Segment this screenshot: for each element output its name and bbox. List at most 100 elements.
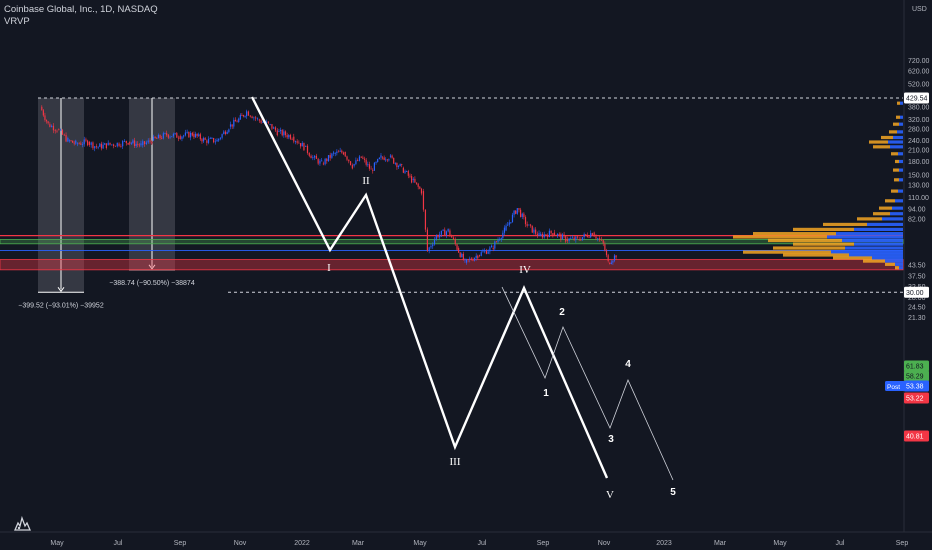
candle-body xyxy=(360,156,362,158)
candle-body xyxy=(256,118,259,120)
candle-body xyxy=(433,239,436,245)
candle-body xyxy=(610,262,612,264)
candle-body xyxy=(605,250,608,256)
candle-body xyxy=(166,133,168,136)
candle-body xyxy=(244,116,246,117)
candle-body xyxy=(475,255,477,258)
candle-body xyxy=(342,152,345,155)
candle-body xyxy=(485,250,488,254)
candle-body xyxy=(95,146,98,148)
candle-body xyxy=(238,118,240,122)
wave-label-V: V xyxy=(606,489,614,501)
volume-profile-bar-up xyxy=(882,217,903,221)
candle-body xyxy=(332,152,335,154)
candle-body xyxy=(149,140,151,142)
price-tick-label: 150.00 xyxy=(908,172,930,179)
candle-body xyxy=(293,136,295,142)
candle-body xyxy=(595,236,597,239)
candle-body xyxy=(503,227,506,233)
price-tag-label: 30.00 xyxy=(906,290,924,297)
candle-body xyxy=(523,213,525,218)
candle-body xyxy=(284,131,287,136)
candle-body xyxy=(583,234,585,238)
price-tick-label: 24.50 xyxy=(908,305,926,312)
candle-body xyxy=(169,136,171,138)
price-tag-label: 53.38 xyxy=(906,384,924,391)
candle-body xyxy=(236,121,238,123)
candle-body xyxy=(613,255,616,261)
candle-body xyxy=(467,259,469,260)
candle-body xyxy=(480,252,482,256)
candle-body xyxy=(80,143,82,145)
candle-body xyxy=(321,160,323,162)
candle-body xyxy=(399,164,401,167)
volume-profile-bar-up xyxy=(899,178,903,182)
volume-profile-bar-up xyxy=(888,140,903,144)
volume-profile-bar-down xyxy=(895,159,899,164)
candle-body xyxy=(473,257,476,261)
candle-body xyxy=(255,117,257,119)
candle-body xyxy=(590,233,592,238)
candle-body xyxy=(143,141,146,145)
candle-body xyxy=(172,133,175,137)
candle-body xyxy=(451,235,453,238)
candle-body xyxy=(219,137,222,139)
elliott-wave-sub xyxy=(501,286,674,481)
candle-body xyxy=(221,134,223,138)
candle-body xyxy=(123,140,126,142)
candle-body xyxy=(462,253,464,260)
price-tick-label: 37.50 xyxy=(908,274,926,281)
candle-body xyxy=(142,141,144,146)
candle-body xyxy=(566,239,568,241)
candle-body xyxy=(301,143,303,147)
symbol-title: Coinbase Global, Inc., 1D, NASDAQ xyxy=(4,4,158,15)
volume-profile-bar-down xyxy=(891,189,898,193)
candle-body xyxy=(298,142,300,144)
volume-profile-bar-up xyxy=(895,262,903,266)
volume-profile-bar-up xyxy=(899,266,903,270)
candle-body xyxy=(47,121,49,124)
candle-body xyxy=(329,155,331,158)
candle-body xyxy=(51,125,53,127)
volume-profile-bar-down xyxy=(894,178,899,182)
candle-body xyxy=(317,158,319,164)
price-axis-unit: USD xyxy=(912,6,927,13)
tradingview-logo-icon[interactable] xyxy=(12,514,32,534)
candle-body xyxy=(88,142,90,145)
volume-profile-bar-down xyxy=(823,222,867,227)
candle-body xyxy=(223,131,225,135)
volume-profile-bar-down xyxy=(743,250,831,254)
candle-body xyxy=(415,182,418,184)
volume-profile-bar-up xyxy=(831,250,903,254)
volume-profile-bar-up xyxy=(854,242,903,246)
candle-body xyxy=(615,255,617,258)
candle-body xyxy=(404,171,406,173)
candle-body xyxy=(113,144,115,146)
candle-body xyxy=(211,137,213,139)
candle-body xyxy=(452,237,455,240)
candle-body xyxy=(161,137,163,139)
volume-profile-bar-up xyxy=(890,145,903,149)
volume-profile-bar-up xyxy=(849,253,903,257)
candle-body xyxy=(56,130,58,132)
candle-body xyxy=(152,136,155,141)
candle-body xyxy=(283,131,285,136)
candle-body xyxy=(107,142,109,146)
volume-profile-bar-up xyxy=(898,152,903,156)
candle-body xyxy=(469,258,471,260)
volume-profile-bar-down xyxy=(895,266,899,270)
candle-body xyxy=(377,159,379,162)
price-tick-label: 720.00 xyxy=(908,58,930,65)
volume-profile-bar-up xyxy=(885,259,903,263)
candle-body xyxy=(157,134,160,139)
candle-body xyxy=(296,141,298,143)
candle-body xyxy=(331,153,333,158)
time-tick-label: Jul xyxy=(836,540,845,547)
candle-body xyxy=(125,140,127,143)
candle-body xyxy=(337,151,340,153)
candle-body xyxy=(573,237,575,241)
candle-body xyxy=(591,233,593,236)
time-tick-label: 2022 xyxy=(294,540,310,547)
